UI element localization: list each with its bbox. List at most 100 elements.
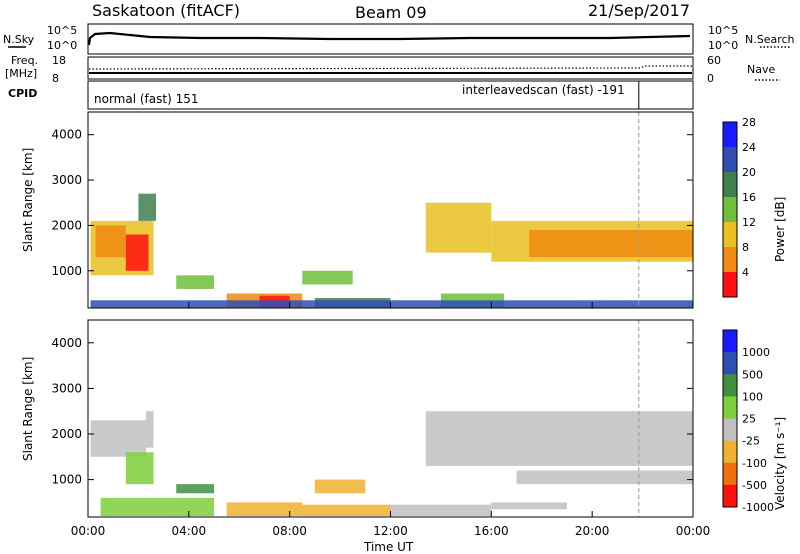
x-tick-label: 16:00	[474, 524, 509, 538]
y-tick-label: 1000	[51, 473, 82, 487]
velocity-colorbar-label: Velocity [m s⁻¹]	[773, 417, 787, 510]
noise-tick-right-top: 10^5	[708, 24, 738, 37]
beam-label: Beam 09	[355, 3, 427, 22]
power-panel: 1000 2000 3000 4000 Slant Range [km]	[21, 111, 694, 309]
colorbar-segment	[723, 122, 737, 148]
time-axis-label: Time UT	[363, 540, 414, 554]
colorbar-tick-label: 24	[742, 141, 756, 154]
colorbar-tick-label: 25	[742, 413, 756, 426]
velocity-echo-region	[516, 470, 693, 485]
y-tick-label: 4000	[51, 128, 82, 142]
colorbar-segment	[723, 272, 737, 298]
nave-tick-top: 60	[707, 54, 721, 67]
x-tick-label: 04:00	[172, 524, 207, 538]
y-tick-label: 2000	[51, 427, 82, 441]
power-echo-region	[425, 202, 492, 253]
colorbar-segment	[723, 374, 737, 397]
noise-tick-right-bottom: 10^0	[708, 39, 738, 52]
nave-tick-bottom: 0	[707, 72, 714, 85]
y-tick-label: 2000	[51, 218, 82, 232]
velocity-echo-region	[125, 452, 154, 485]
velocity-echo-region	[176, 484, 215, 494]
velocity-colorbar: 1000 500 100 25 -25 -100 -500 -1000	[722, 329, 774, 514]
power-echo-region	[90, 300, 694, 308]
y-tick-label: 3000	[51, 381, 82, 395]
freq-panel-frame	[87, 56, 694, 80]
velocity-echo-region	[90, 420, 146, 457]
colorbar-segment	[723, 147, 737, 173]
velocity-echo-region	[425, 411, 693, 466]
noise-tick-left-bottom: 10^0	[47, 39, 77, 52]
colorbar-tick-label: 28	[742, 116, 756, 129]
colorbar-tick-label: -1000	[742, 501, 774, 514]
station-title: Saskatoon (fitACF)	[92, 1, 240, 20]
nave-label: Nave	[747, 63, 775, 76]
colorbar-segment	[723, 418, 737, 442]
power-echo-region	[302, 270, 353, 285]
velocity-data-layer	[90, 320, 693, 517]
colorbar-segment	[723, 462, 737, 486]
power-echo-region	[138, 193, 157, 221]
colorbar-tick-label: -100	[742, 457, 767, 470]
colorbar-tick-label: 500	[742, 368, 763, 381]
colorbar-segment	[723, 440, 737, 464]
cpid-mode-2: interleavedscan (fast) -191	[462, 83, 625, 97]
colorbar-tick-label: 12	[742, 216, 756, 229]
velocity-x-axis: 00:00 04:00 08:00 12:00 16:00 20:00 00:00	[71, 302, 711, 538]
x-tick-label: 20:00	[575, 524, 610, 538]
power-colorbar: 4 8 12 16 20 24 28	[722, 116, 756, 298]
freq-unit: [MHz]	[5, 67, 37, 80]
power-echo-region	[529, 229, 693, 258]
velocity-ylabel: Slant Range [km]	[21, 357, 35, 461]
freq-tick-bottom: 8	[52, 72, 59, 85]
cpid-panel-frame	[87, 80, 694, 110]
colorbar-frame	[722, 329, 738, 508]
cpid-label: CPID	[8, 87, 37, 100]
colorbar-tick-label: -500	[742, 479, 767, 492]
colorbar-tick-label: 20	[742, 166, 756, 179]
power-colorbar-label: Power [dB]	[773, 197, 787, 262]
colorbar-segment	[723, 484, 737, 508]
colorbar-segment	[723, 330, 737, 353]
power-ylabel: Slant Range [km]	[21, 148, 35, 252]
x-tick-label: 08:00	[272, 524, 307, 538]
colorbar-segment	[723, 396, 737, 419]
x-tick-label: 00:00	[71, 524, 106, 538]
colorbar-frame	[722, 121, 738, 298]
colorbar-tick-label: 16	[742, 191, 756, 204]
freq-label: Freq.	[11, 54, 38, 67]
velocity-echo-region	[302, 504, 391, 517]
noise-panel-frame	[87, 23, 694, 55]
velocity-echo-region	[491, 502, 567, 510]
nsky-label: N.Sky	[3, 33, 35, 46]
power-data-layer	[90, 112, 694, 308]
colorbar-segment	[723, 197, 737, 223]
y-tick-label: 4000	[51, 336, 82, 350]
nsky-trace	[87, 31, 691, 46]
date-label: 21/Sep/2017	[588, 1, 690, 20]
colorbar-tick-label: 8	[742, 241, 749, 254]
velocity-echo-region	[100, 497, 215, 517]
nave-trace	[88, 65, 692, 70]
freq-tick-top: 18	[52, 54, 66, 67]
y-tick-label: 1000	[51, 264, 82, 278]
cpid-mode-1: normal (fast) 151	[94, 92, 198, 106]
y-tick-label: 3000	[51, 173, 82, 187]
x-tick-label: 00:00	[676, 524, 711, 538]
power-echo-region	[176, 275, 215, 289]
x-tick-label: 12:00	[373, 524, 408, 538]
colorbar-segment	[723, 222, 737, 248]
velocity-y-axis: 1000 2000 3000 4000	[51, 336, 693, 487]
velocity-echo-region	[145, 411, 154, 448]
power-echo-region	[95, 225, 126, 258]
colorbar-tick-label: -25	[742, 435, 760, 448]
colorbar-segment	[723, 247, 737, 273]
velocity-echo-region	[226, 502, 303, 517]
colorbar-tick-label: 100	[742, 390, 763, 403]
colorbar-segment	[723, 352, 737, 375]
power-y-axis: 1000 2000 3000 4000	[51, 128, 693, 278]
noise-tick-left-top: 10^5	[47, 24, 77, 37]
velocity-panel: 1000 2000 3000 4000 00:00 04:00 08:00 12:00 16:…	[21, 302, 710, 554]
velocity-echo-region	[314, 479, 366, 494]
